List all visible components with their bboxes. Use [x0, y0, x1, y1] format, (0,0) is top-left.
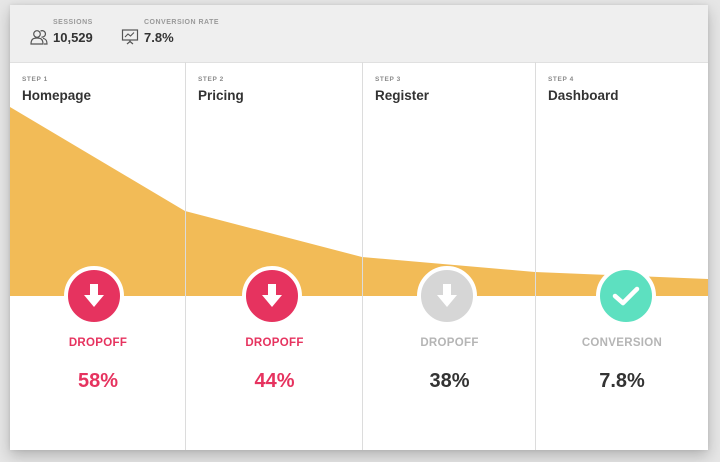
metric-value: 38% — [429, 370, 470, 392]
arrow-down-icon — [262, 284, 282, 307]
presentation-chart-icon — [121, 29, 139, 45]
funnel-card: SESSIONS 10,529 CONVERSION RATE 7.8% STE… — [10, 5, 708, 450]
funnel-step-3[interactable]: STEP 3 Register DROPOFF 38% — [363, 62, 536, 450]
column-divider — [535, 62, 536, 450]
step-number: STEP 1 — [22, 76, 48, 83]
users-icon — [30, 30, 48, 45]
stats-bar: SESSIONS 10,529 CONVERSION RATE 7.8% — [10, 5, 708, 63]
funnel-area-chart — [10, 107, 708, 296]
metric-value: 58% — [77, 370, 119, 392]
step-name: Pricing — [198, 88, 244, 103]
metric-value: 7.8% — [599, 370, 645, 392]
arrow-down-icon — [84, 284, 104, 307]
step-name: Homepage — [22, 88, 92, 103]
funnel-step-2[interactable]: STEP 2 Pricing DROPOFF 44% — [186, 62, 363, 450]
funnel-step-1[interactable]: STEP 1 Homepage DROPOFF 58% — [10, 62, 186, 450]
step-name: Dashboard — [548, 88, 619, 103]
step-name: Register — [375, 88, 430, 103]
check-icon — [612, 286, 640, 306]
metric-label: DROPOFF — [420, 337, 479, 349]
sessions-label: SESSIONS — [53, 19, 93, 26]
dropoff-badge — [417, 266, 477, 326]
step-number: STEP 2 — [198, 76, 224, 83]
arrow-down-icon — [437, 284, 457, 307]
column-divider — [362, 62, 363, 450]
step-number: STEP 3 — [375, 76, 401, 83]
funnel-step-4[interactable]: STEP 4 Dashboard CONVERSION 7.8% — [536, 62, 708, 450]
conversion-rate-value: 7.8% — [144, 30, 174, 45]
step-number: STEP 4 — [548, 76, 574, 83]
metric-label: DROPOFF — [68, 337, 128, 349]
metric-label: DROPOFF — [245, 337, 304, 349]
conversion-rate-label: CONVERSION RATE — [144, 19, 220, 26]
dropoff-badge — [242, 266, 302, 326]
column-divider — [185, 62, 186, 450]
conversion-badge — [596, 266, 656, 326]
metric-label: CONVERSION — [581, 337, 663, 349]
metric-value: 44% — [254, 370, 295, 392]
sessions-value: 10,529 — [53, 30, 93, 45]
dropoff-badge — [64, 266, 124, 326]
